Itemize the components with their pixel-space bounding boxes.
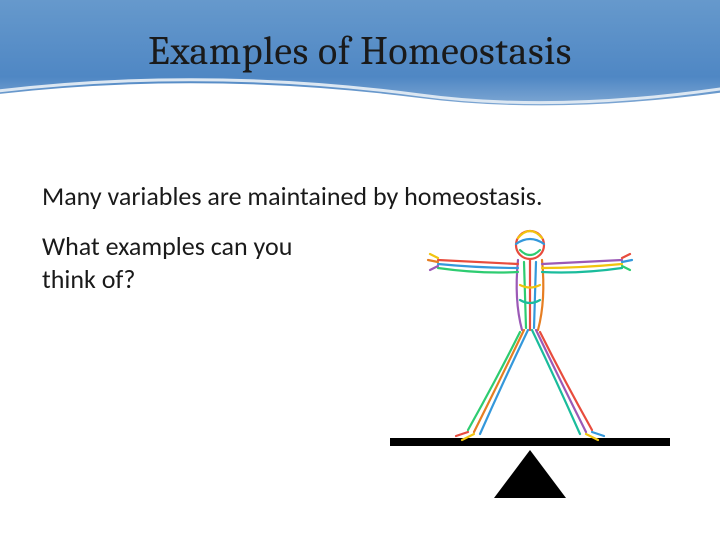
beam: [390, 438, 670, 446]
fulcrum: [494, 450, 566, 498]
slide-title: Examples of Homeostasis: [0, 28, 720, 74]
body-text: Many variables are maintained by homeost…: [42, 180, 662, 214]
human-figure: [428, 231, 632, 440]
sub-text: What examples can you think of?: [42, 230, 302, 295]
balance-illustration: [380, 210, 680, 510]
